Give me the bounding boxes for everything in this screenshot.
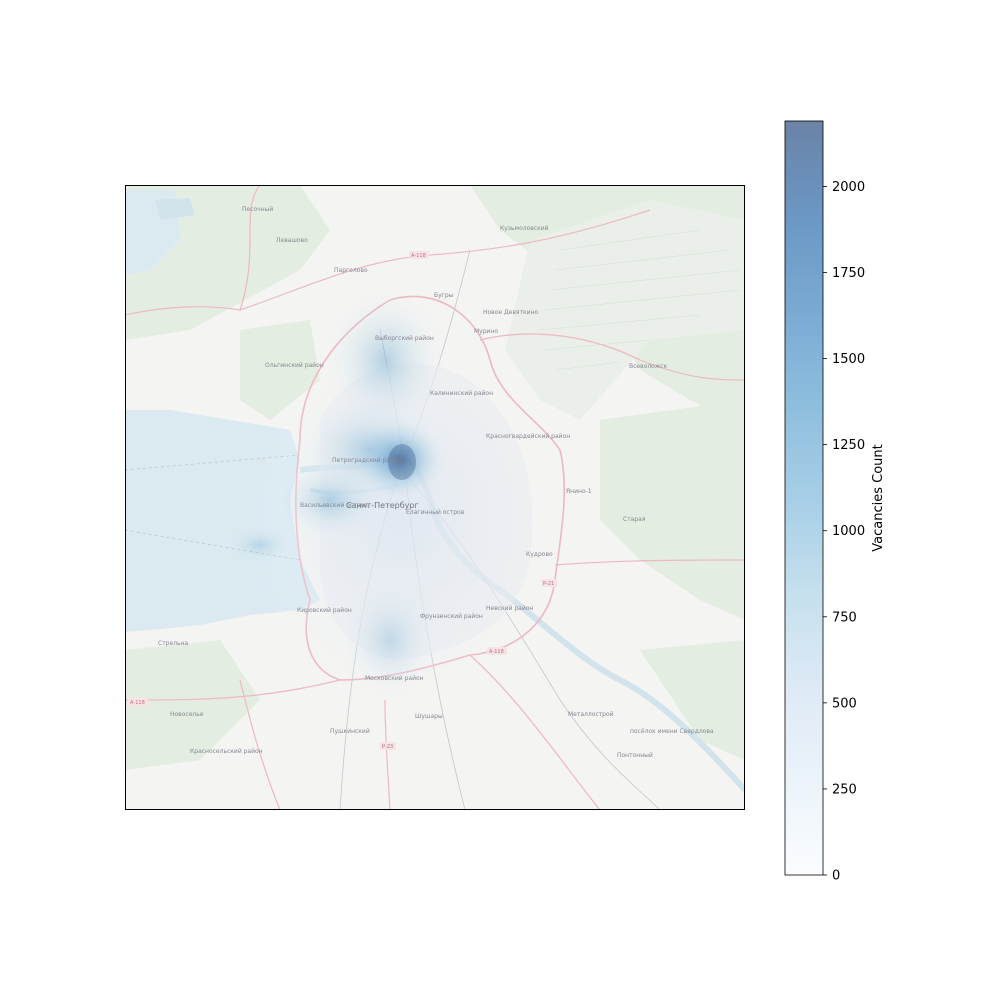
label-novoselye: Новоселье [170, 711, 204, 718]
colorbar-label: Vacancies Count [871, 444, 886, 551]
label-vasileostrovsky: Васильевский остров [300, 502, 368, 509]
shield-r23: Р-23 [382, 744, 393, 750]
shield-a118-east: А-118 [489, 649, 504, 655]
label-krasnogvardeisky: Красногвардейский район [486, 433, 570, 440]
swamp-hatching [539, 229, 741, 371]
heatmap-overlay [225, 290, 550, 700]
label-frunzensky: Фрунзенский район [420, 613, 483, 620]
label-kirovsky: Кировский район [297, 607, 352, 614]
map-wash [125, 185, 745, 810]
label-olginsky: Ольгинский район [265, 362, 324, 369]
label-vsevolozhsk: Всеволожск [629, 363, 668, 370]
label-pushkinsky: Пушкинский [330, 728, 370, 735]
colorbar-tick-label: 500 [832, 696, 857, 711]
colorbar-tick-label: 1750 [832, 266, 865, 281]
label-pargolovo: Парголово [334, 267, 368, 274]
label-yanino: Янино-1 [566, 488, 592, 495]
label-krasnoselsky: Красносельский район [190, 748, 263, 755]
major-roads [125, 185, 745, 810]
colorbar-ticks: 0 250 500 750 1000 1250 1500 1750 2000 [823, 180, 865, 884]
shield-r21: Р-21 [543, 581, 554, 587]
label-pontonny: Понтонный [617, 752, 653, 759]
colorbar-tick-label: 1500 [832, 352, 865, 367]
lakes-top-left [155, 198, 195, 220]
label-novoe-devyatkino: Новое Девяткино [483, 309, 538, 316]
colorbar-tick-label: 750 [832, 610, 857, 625]
heat-core [388, 444, 416, 480]
label-city: Санкт-Петербург [346, 501, 419, 510]
colorbar-tick-label: 250 [832, 782, 857, 797]
label-bugry: Бугры [434, 292, 454, 299]
label-petrogradsky: Петроградский район [332, 457, 402, 464]
label-metallostroy: Металлострой [568, 711, 614, 718]
map-labels: Санкт-Петербург Песочный Левашово Паргол… [158, 206, 714, 759]
map-panel: Санкт-Петербург Песочный Левашово Паргол… [125, 185, 745, 810]
label-nevsky: Невский район [486, 605, 533, 612]
label-murino: Мурино [474, 328, 498, 335]
map-frame [125, 185, 745, 810]
colorbar-tick-label: 0 [832, 869, 840, 884]
label-pesochny: Песочный [242, 206, 273, 213]
label-strelna: Стрельна [158, 640, 188, 647]
colorbar-frame [784, 120, 824, 876]
colorbar: 0 250 500 750 1000 1250 1500 1750 2000 Vacancies… [784, 120, 886, 884]
label-staraya: Старая [623, 516, 646, 523]
heat-gulf-west [225, 525, 295, 565]
label-moskovsky: Московский район [365, 675, 424, 682]
label-sverdlova: посёлок имени Свердлова [630, 728, 714, 735]
shield-a118-north: А-118 [411, 253, 426, 259]
colorbar-tick-label: 2000 [832, 180, 865, 195]
label-levashovo: Левашово [276, 237, 308, 244]
label-shushary: Шушары [415, 713, 443, 720]
heat-center [355, 420, 445, 500]
colorbar-gradient [785, 121, 823, 875]
label-vyborgsky: Выборгский район [375, 335, 434, 342]
colorbar-tick-label: 1250 [832, 438, 865, 453]
label-kalininsky: Калининский район [430, 390, 493, 397]
heat-south [340, 580, 440, 700]
colorbar-tick-label: 1000 [832, 524, 865, 539]
shield-a118-west: А-118 [130, 700, 145, 706]
heat-north [325, 290, 445, 430]
label-kudrovo: Кудрово [526, 551, 553, 558]
road-shields: А-118 А-118 А-118 Р-21 Р-23 [128, 251, 557, 750]
label-elaginsky: Елагинный остров [406, 509, 465, 516]
label-kuzmolovsky: Кузьмоловский [500, 225, 549, 232]
